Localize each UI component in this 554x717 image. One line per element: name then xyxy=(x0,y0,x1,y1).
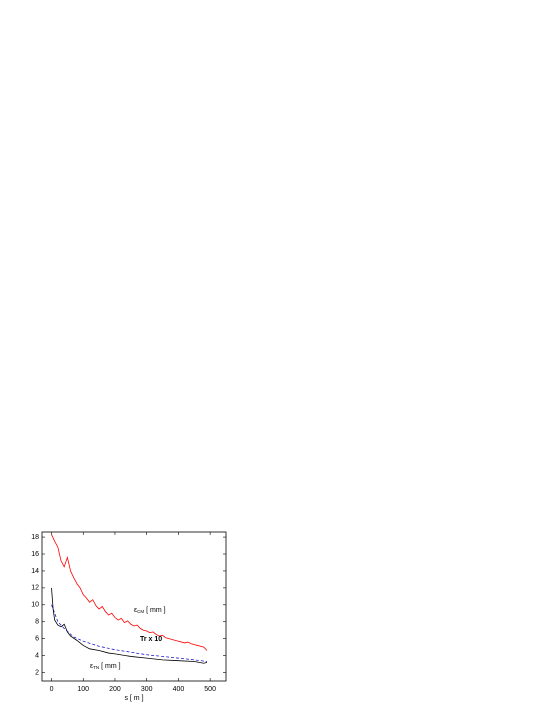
y-tick-label: 6 xyxy=(35,636,39,643)
y-tick-label: 10 xyxy=(31,602,39,609)
annotation-sub: TN xyxy=(93,665,99,670)
annotation-symbol: ε xyxy=(134,607,137,614)
y-tick-label: 18 xyxy=(31,534,39,541)
annotation: εTN[ mm ] xyxy=(90,663,121,670)
annotation-unit: [ mm ] xyxy=(101,663,120,670)
plot-frame xyxy=(41,531,227,682)
x-tick-label: 300 xyxy=(141,686,153,693)
annotation-symbol: Tr x 10 xyxy=(140,636,162,643)
data-line xyxy=(51,587,208,664)
x-tick-label: 0 xyxy=(50,686,54,693)
x-axis-label: s [ m ] xyxy=(124,695,143,702)
x-tick-label: 200 xyxy=(109,686,121,693)
y-tick-label: 14 xyxy=(31,568,39,575)
x-tick-label: 500 xyxy=(204,686,216,693)
y-tick-label: 4 xyxy=(35,652,39,659)
annotation-unit: [ mm ] xyxy=(146,607,165,614)
annotation-sub: CM xyxy=(137,609,144,614)
x-tick-label: 100 xyxy=(77,686,89,693)
annotation-symbol: ε xyxy=(90,663,93,670)
data-line xyxy=(51,534,208,651)
annotation: Tr x 10 xyxy=(140,636,162,643)
annotation: εCM[ mm ] xyxy=(134,607,166,614)
x-tick-label: 400 xyxy=(173,686,185,693)
y-tick-label: 16 xyxy=(31,551,39,558)
y-tick-label: 12 xyxy=(31,585,39,592)
y-tick-label: 8 xyxy=(35,619,39,626)
data-line xyxy=(51,604,208,662)
y-tick-label: 2 xyxy=(35,669,39,676)
